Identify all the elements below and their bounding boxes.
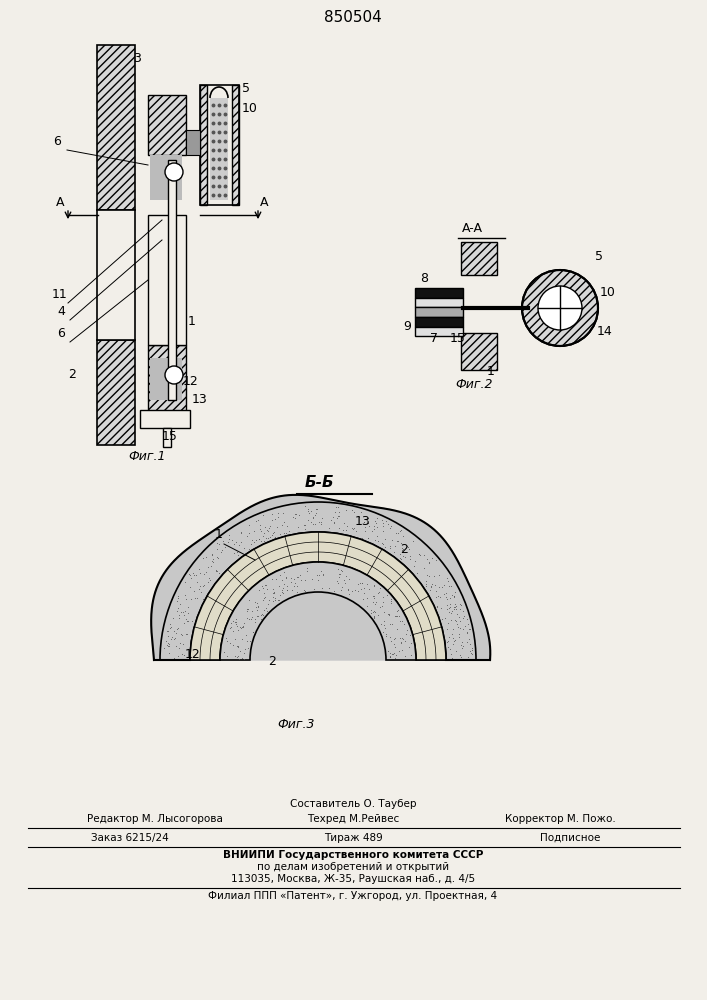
Text: 8: 8 [420,272,428,285]
Text: Фиг.3: Фиг.3 [277,718,315,731]
Text: 113035, Москва, Ж-35, Раушская наб., д. 4/5: 113035, Москва, Ж-35, Раушская наб., д. … [231,874,475,884]
Text: Филиал ППП «Патент», г. Ужгород, ул. Проектная, 4: Филиал ППП «Патент», г. Ужгород, ул. Про… [209,891,498,901]
Polygon shape [151,495,491,660]
Text: A-A: A-A [462,222,483,235]
Text: 14: 14 [597,325,613,338]
Text: 6: 6 [57,327,65,340]
Text: 15: 15 [162,430,178,443]
Text: 13: 13 [192,393,208,406]
Text: 850504: 850504 [324,10,382,25]
Text: Техред М.Рейвес: Техред М.Рейвес [307,814,399,824]
Bar [415,327,463,336]
Bar [150,155,182,200]
Text: 6: 6 [53,135,61,148]
Bar [461,333,497,370]
Text: Тираж 489: Тираж 489 [324,833,382,843]
Text: 9: 9 [403,320,411,333]
Text: 4: 4 [57,305,65,318]
Bar [522,270,598,346]
Bar [232,85,239,205]
Text: 13: 13 [355,515,370,528]
Text: 15: 15 [450,332,466,345]
Bar [461,242,497,275]
Bar [150,358,182,400]
Bar [140,410,190,428]
Text: 2: 2 [68,368,76,381]
Bar [200,85,207,205]
Text: Фиг.1: Фиг.1 [128,450,165,463]
Wedge shape [220,562,416,660]
Text: 7: 7 [430,332,438,345]
Circle shape [522,270,598,346]
Bar [186,130,200,155]
Text: 5: 5 [595,250,603,263]
Text: 2: 2 [268,655,276,668]
Text: Б-Б: Б-Б [305,475,334,490]
Bar [415,298,463,307]
Text: Фиг.2: Фиг.2 [455,378,493,391]
Bar [168,160,176,400]
Text: 1: 1 [215,528,223,541]
Bar [210,98,228,200]
Bar [97,340,135,445]
Bar [148,215,186,345]
Bar [97,45,135,210]
Bar [97,210,135,340]
Text: 2: 2 [400,543,408,556]
Text: 5: 5 [242,82,250,95]
Wedge shape [160,502,476,660]
Text: 1: 1 [188,315,196,328]
Text: ВНИИПИ Государственного комитета СССР: ВНИИПИ Государственного комитета СССР [223,850,483,860]
Text: Редактор М. Лысогорова: Редактор М. Лысогорова [87,814,223,824]
Bar [163,428,171,447]
Text: A: A [260,196,269,209]
Text: 10: 10 [242,102,258,115]
Text: по делам изобретений и открытий: по делам изобретений и открытий [257,862,449,872]
Circle shape [538,286,582,330]
Bar [415,317,463,327]
Text: 11: 11 [52,288,68,301]
Bar [148,345,186,420]
Text: Корректор М. Пожо.: Корректор М. Пожо. [505,814,615,824]
Text: Составитель О. Таубер: Составитель О. Таубер [290,799,416,809]
Text: Подписное: Подписное [540,833,600,843]
Text: Заказ 6215/24: Заказ 6215/24 [91,833,169,843]
Circle shape [165,366,183,384]
Text: 1: 1 [487,365,495,378]
Bar [415,307,463,317]
Text: 3: 3 [133,52,141,65]
Circle shape [165,163,183,181]
Bar [200,85,239,205]
Text: 12: 12 [185,648,201,661]
Bar [148,95,186,155]
Text: 10: 10 [600,286,616,299]
Text: A: A [56,196,64,209]
Text: 12: 12 [183,375,199,388]
Wedge shape [190,532,446,660]
Wedge shape [142,484,494,660]
Bar [415,288,463,298]
